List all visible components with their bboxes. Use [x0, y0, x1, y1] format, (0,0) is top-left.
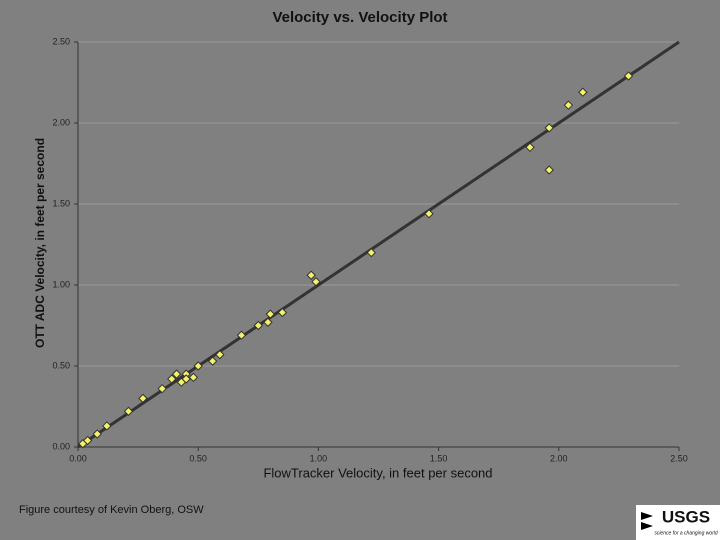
- point: [544, 123, 554, 133]
- point: [265, 309, 276, 319]
- point: [215, 349, 225, 360]
- y-tick-label: 0.00: [52, 441, 70, 451]
- y-axis-label: OTT ADC Velocity, in feet per second: [33, 138, 47, 348]
- logo-text: USGS: [662, 507, 710, 526]
- point: [123, 406, 134, 417]
- point: [578, 87, 588, 97]
- x-tick-label: 1.50: [430, 453, 448, 463]
- chart-title: Velocity vs. Velocity Plot: [272, 9, 447, 26]
- point: [92, 429, 102, 439]
- x-tick-label: 2.50: [670, 453, 688, 463]
- credit: Figure courtesy of Kevin Oberg, OSW: [19, 504, 204, 516]
- y-tick-label: 1.00: [52, 279, 70, 289]
- reference-line: [77, 40, 680, 449]
- point: [525, 142, 535, 153]
- point: [188, 372, 199, 383]
- point: [193, 361, 203, 371]
- point: [181, 374, 191, 384]
- point: [82, 435, 93, 446]
- point: [157, 383, 167, 394]
- point: [207, 356, 218, 366]
- point: [138, 393, 148, 404]
- y-tick-label: 2.00: [52, 117, 70, 127]
- logo-waves: [641, 512, 653, 530]
- point: [544, 165, 554, 175]
- point: [563, 100, 574, 110]
- point: [277, 307, 288, 318]
- y-tick-label: 1.50: [52, 198, 70, 208]
- x-axis-label: FlowTracker Velocity, in feet per second: [263, 465, 492, 480]
- point: [623, 71, 634, 81]
- x-tick-label: 1.00: [310, 453, 328, 463]
- point: [311, 277, 321, 287]
- x-tick-label: 0.50: [189, 453, 207, 463]
- y-tick-label: 0.50: [52, 360, 70, 370]
- point: [236, 330, 247, 340]
- point: [253, 320, 264, 331]
- x-tick-label: 0.00: [69, 453, 87, 463]
- point: [263, 317, 273, 327]
- y-tick-label: 2.50: [52, 36, 70, 46]
- x-tick-label: 2.00: [550, 453, 568, 463]
- point: [306, 270, 316, 280]
- point: [167, 374, 177, 384]
- point: [366, 247, 376, 258]
- point: [424, 209, 434, 219]
- logo-box: [636, 505, 720, 540]
- point: [171, 369, 182, 379]
- point: [102, 421, 112, 431]
- logo-tagline: science for a changing world: [654, 530, 718, 536]
